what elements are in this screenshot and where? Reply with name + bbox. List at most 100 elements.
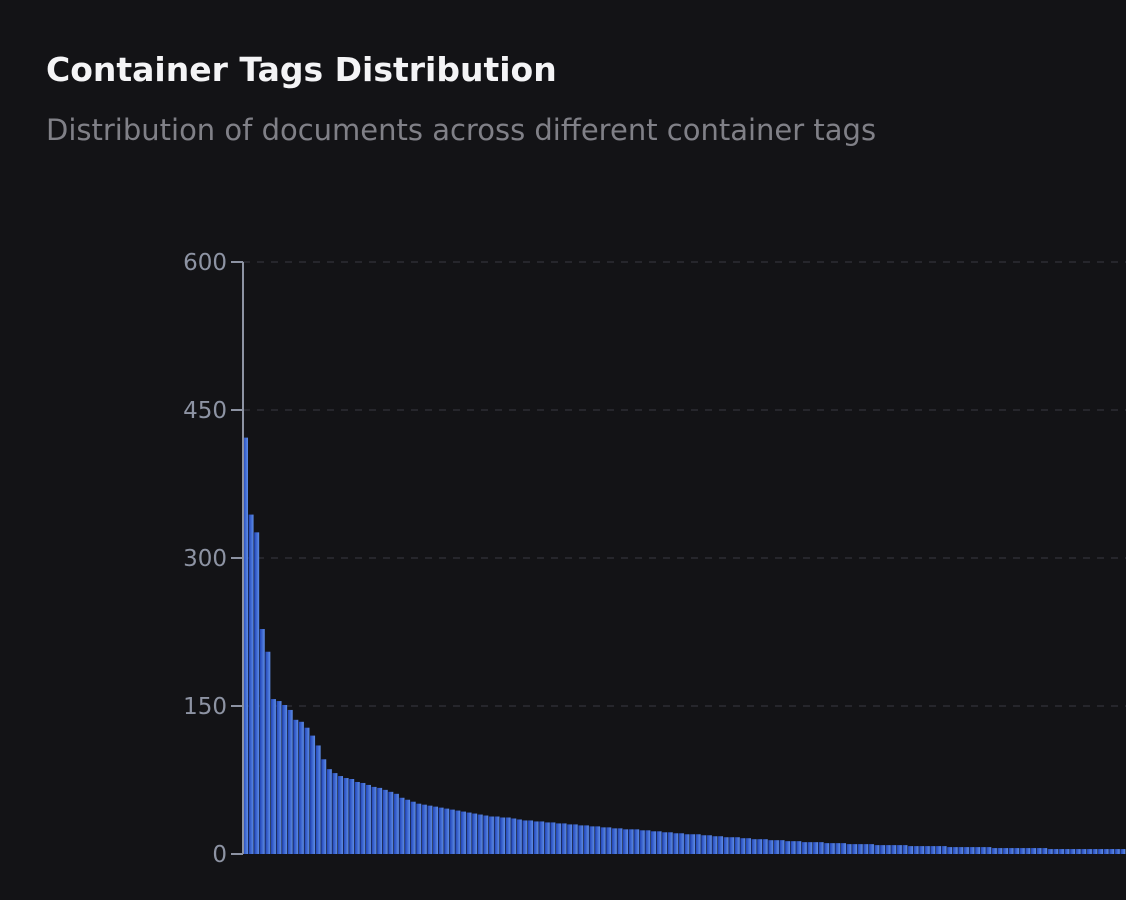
bar xyxy=(606,827,612,854)
bar xyxy=(449,809,455,854)
bar xyxy=(561,823,567,854)
bar xyxy=(857,844,863,854)
y-tick-label: 150 xyxy=(183,694,227,720)
bar xyxy=(1081,849,1087,854)
bar xyxy=(1120,849,1126,854)
y-tick-label: 600 xyxy=(183,250,227,276)
bar xyxy=(628,829,634,854)
bar xyxy=(757,839,763,854)
bar xyxy=(667,832,673,854)
bar xyxy=(321,759,327,854)
bar xyxy=(315,745,321,854)
bar xyxy=(343,778,349,854)
bar xyxy=(399,797,405,854)
bar xyxy=(706,835,712,854)
bar xyxy=(326,769,332,854)
bar xyxy=(623,829,629,854)
bar xyxy=(745,838,751,854)
bar xyxy=(522,820,528,854)
bar xyxy=(986,847,992,854)
bar xyxy=(555,823,561,854)
bar xyxy=(1109,849,1115,854)
bar xyxy=(863,844,869,854)
bar xyxy=(997,848,1003,854)
bar xyxy=(734,837,740,854)
bar xyxy=(1014,848,1020,854)
bar xyxy=(477,814,483,854)
bar xyxy=(963,847,969,854)
chart-title: Container Tags Distribution xyxy=(46,50,557,89)
bar xyxy=(444,808,450,854)
bar xyxy=(433,806,439,854)
chart-subtitle: Distribution of documents across differe… xyxy=(46,113,877,147)
bar xyxy=(611,828,617,854)
bar xyxy=(516,819,522,854)
bar xyxy=(427,805,433,854)
bar xyxy=(773,840,779,854)
bar xyxy=(416,803,422,854)
bar xyxy=(634,829,640,854)
bar xyxy=(455,810,461,854)
bar xyxy=(695,834,701,854)
bar xyxy=(500,817,506,854)
bar xyxy=(578,825,584,854)
bar xyxy=(662,832,668,854)
bar xyxy=(846,844,852,854)
bar xyxy=(1053,849,1059,854)
bar xyxy=(952,847,958,854)
bar xyxy=(1070,849,1076,854)
bar xyxy=(656,831,662,854)
bar xyxy=(1092,849,1098,854)
bar xyxy=(1042,848,1048,854)
bar xyxy=(1003,848,1009,854)
bar xyxy=(265,651,271,854)
bar xyxy=(980,847,986,854)
bar xyxy=(975,847,981,854)
bar xyxy=(1036,848,1042,854)
bar xyxy=(1064,849,1070,854)
bar xyxy=(349,779,355,854)
bar xyxy=(645,830,651,854)
bar xyxy=(807,842,813,854)
bar xyxy=(801,842,807,854)
bar xyxy=(505,817,511,854)
bar xyxy=(740,838,746,854)
bar xyxy=(472,813,478,854)
bar xyxy=(438,807,444,854)
bar xyxy=(572,824,578,854)
bar xyxy=(678,833,684,854)
bar xyxy=(270,699,276,854)
bar xyxy=(595,826,601,854)
bar xyxy=(690,834,696,854)
bar xyxy=(405,799,411,854)
bar xyxy=(790,841,796,854)
bar xyxy=(528,820,534,854)
bar xyxy=(533,821,539,854)
bar xyxy=(298,721,304,854)
bar xyxy=(293,719,299,854)
bar xyxy=(902,845,908,854)
bar xyxy=(930,846,936,854)
bar xyxy=(304,727,310,854)
bar xyxy=(913,846,919,854)
bar xyxy=(829,843,835,854)
bar xyxy=(354,781,360,854)
bar xyxy=(1008,848,1014,854)
bar xyxy=(896,845,902,854)
bar xyxy=(874,845,880,854)
bar xyxy=(421,804,427,854)
bar xyxy=(935,846,941,854)
bar xyxy=(332,773,338,854)
bar xyxy=(762,839,768,854)
bar xyxy=(779,840,785,854)
bar xyxy=(600,827,606,854)
bar xyxy=(466,812,472,854)
bar xyxy=(488,816,494,854)
bar xyxy=(377,787,383,854)
bar xyxy=(835,843,841,854)
bar xyxy=(1086,849,1092,854)
bar xyxy=(751,839,757,854)
bar xyxy=(371,786,377,854)
bar xyxy=(567,824,573,854)
